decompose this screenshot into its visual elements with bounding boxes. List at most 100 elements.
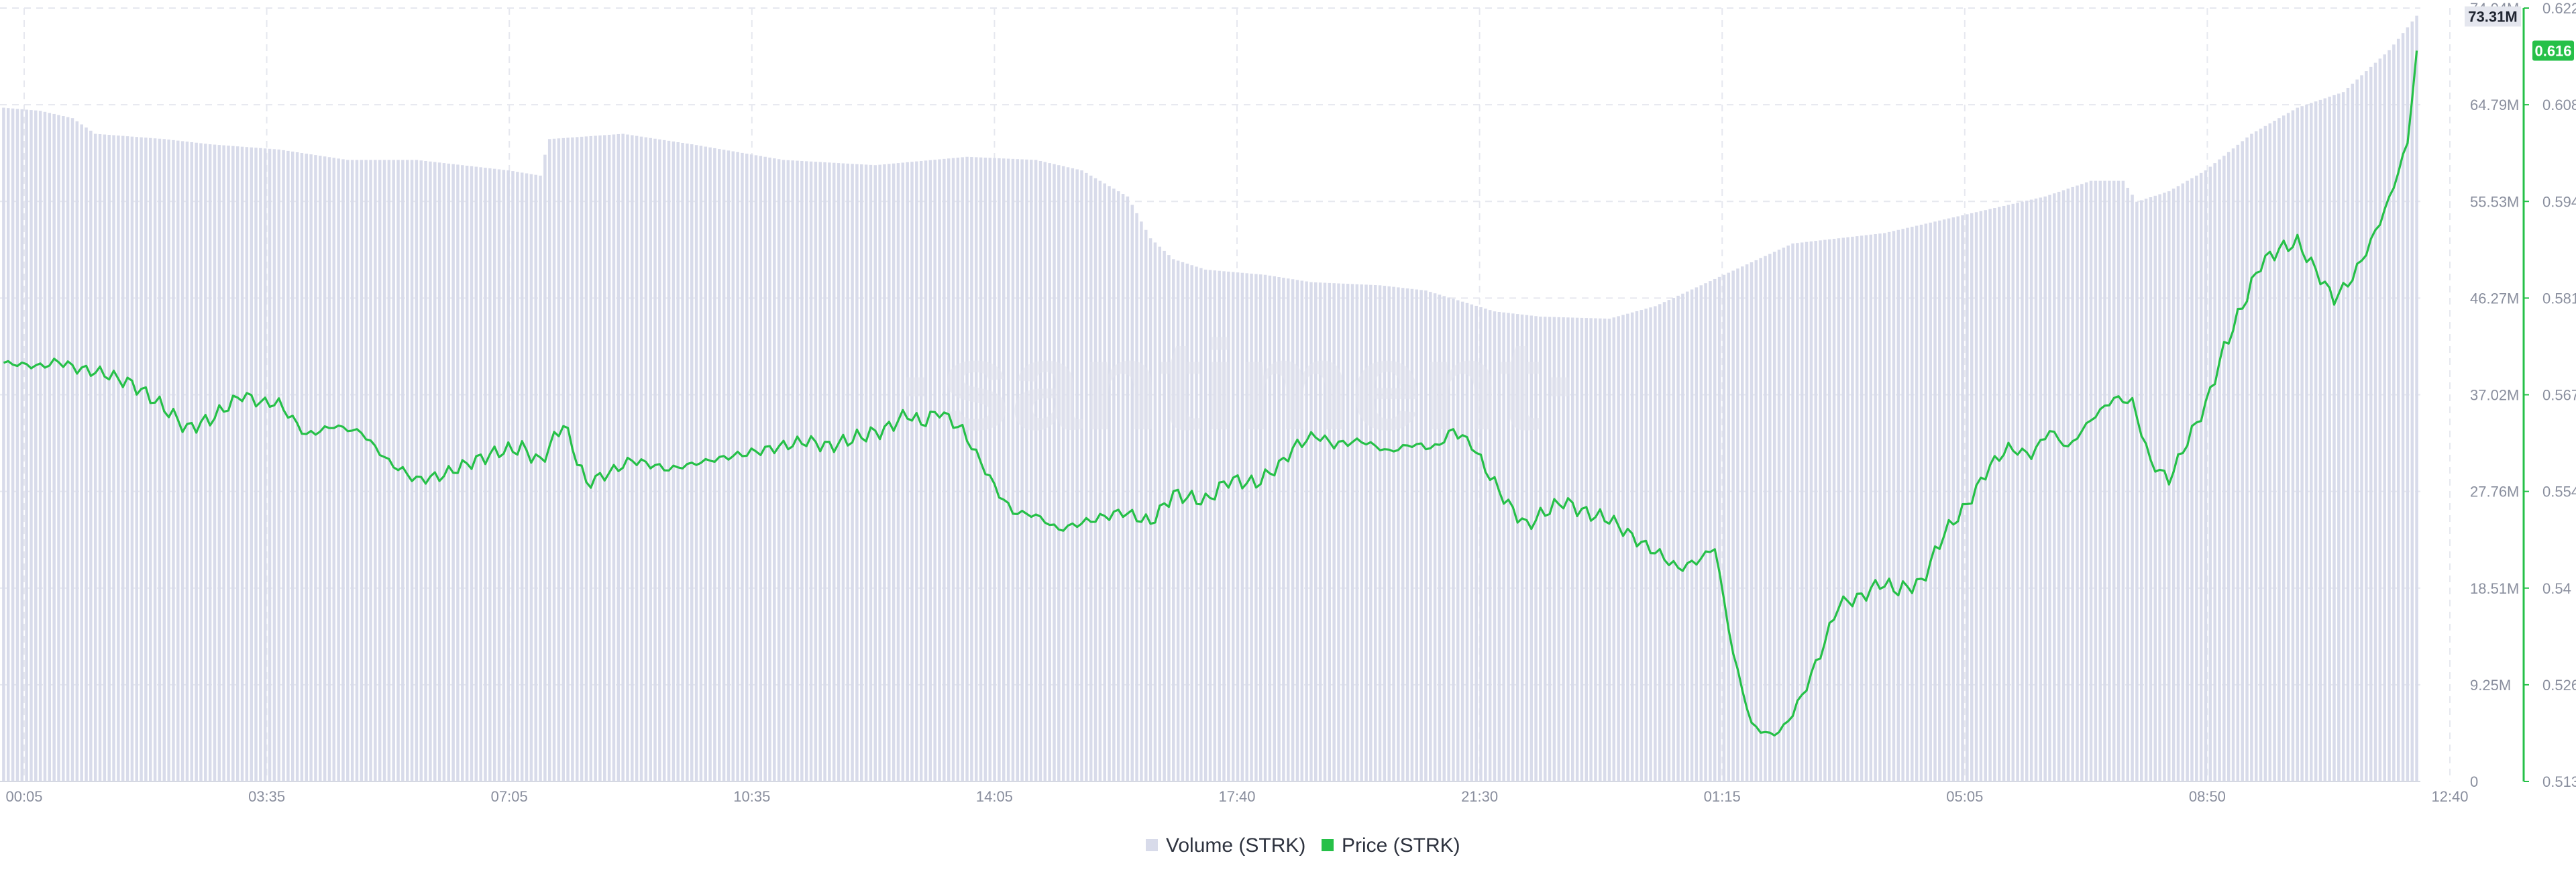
volume-bar (121, 135, 125, 782)
volume-bar (2011, 203, 2015, 782)
volume-bar (1460, 301, 1464, 781)
volume-bar (1383, 286, 1387, 782)
volume-bar (1805, 241, 1809, 781)
volume-bar (1016, 159, 1020, 781)
volume-bar (415, 160, 419, 781)
volume-bar (2222, 156, 2226, 781)
volume-bar (167, 140, 170, 781)
volume-bar (1974, 212, 1978, 781)
volume-bar (1942, 219, 1946, 781)
volume-bar (1254, 274, 1258, 781)
volume-bar (1713, 278, 1717, 781)
volume-bar (1548, 317, 1552, 781)
volume-bar (1786, 246, 1790, 781)
volume-bar (2415, 15, 2418, 781)
legend-item-volume-swatch (1146, 839, 1158, 851)
volume-bar (1534, 316, 1538, 781)
volume-bar (818, 162, 822, 782)
volume-bar (543, 154, 547, 781)
volume-tick-label: 37.02M (2470, 387, 2519, 404)
volume-bar (117, 135, 120, 782)
volume-bar (2351, 83, 2355, 781)
volume-bar (1452, 298, 1455, 781)
volume-bar (1529, 315, 1533, 782)
volume-bar (534, 174, 537, 781)
volume-bar (93, 133, 97, 782)
volume-bar (841, 163, 845, 782)
volume-bar (1961, 215, 1964, 782)
x-tick-label: 21:30 (1461, 788, 1498, 805)
volume-bar (2410, 21, 2414, 782)
volume-bar (2186, 180, 2189, 781)
volume-bar (1098, 180, 1102, 781)
volume-bar (140, 137, 143, 781)
volume-bar (2176, 186, 2180, 781)
volume-bar (1030, 160, 1033, 781)
volume-tick-label: 27.76M (2470, 484, 2519, 500)
volume-bar (2360, 75, 2363, 781)
volume-bar (1085, 172, 1088, 781)
volume-bar (1350, 284, 1354, 781)
volume-bar (1654, 306, 1657, 781)
volume-bar (1594, 318, 1597, 781)
volume-bar (1387, 286, 1391, 781)
volume-bar (405, 160, 409, 781)
volume-bar (1741, 266, 1744, 781)
volume-bar (832, 162, 836, 781)
volume-bar (2171, 188, 2176, 781)
volume-bar (1662, 302, 1666, 782)
volume-bar (2140, 200, 2143, 781)
volume-bar (2043, 196, 2047, 781)
volume-bar (1979, 211, 1983, 782)
volume-bar (305, 154, 309, 781)
volume-bar (1479, 307, 1483, 781)
volume-bar (1213, 270, 1217, 781)
volume-bar (1933, 221, 1937, 781)
volume-bar (2034, 199, 2038, 781)
volume-bar (424, 160, 427, 782)
volume-bar (2273, 121, 2276, 781)
volume-bar (1488, 310, 1492, 781)
volume-bar (924, 160, 928, 782)
volume-bar (1768, 254, 1772, 782)
x-tick-label: 01:15 (1704, 788, 1741, 805)
volume-tick-label: 9.25M (2470, 677, 2511, 694)
volume-bar (38, 111, 42, 782)
volume-bar (1002, 158, 1006, 781)
volume-tick-label: 64.79M (2470, 97, 2519, 113)
volume-bar (749, 154, 753, 781)
volume-bar (892, 163, 896, 782)
volume-bar (30, 110, 33, 781)
volume-bar (1227, 271, 1230, 781)
volume-bar (754, 155, 758, 782)
x-tick-label: 07:05 (491, 788, 528, 805)
volume-bar (1754, 260, 1758, 781)
volume-bar (2181, 183, 2185, 782)
volume-bar (547, 139, 551, 781)
volume-bar (525, 173, 529, 781)
volume-bar (2236, 144, 2240, 782)
price-line (3, 50, 2418, 737)
volume-bar (768, 157, 771, 782)
volume-bar (346, 160, 350, 781)
volume-bar (240, 146, 244, 781)
volume-bar (1240, 272, 1244, 782)
volume-bar (2066, 188, 2070, 781)
volume-bar (437, 162, 441, 781)
volume-bar (828, 162, 831, 781)
volume-bar (1034, 160, 1038, 781)
legend[interactable]: Volume (STRK) Price (STRK) (1146, 834, 1460, 857)
volume-bar (2231, 148, 2235, 782)
volume-bar (103, 134, 107, 781)
volume-bar (2131, 195, 2134, 782)
volume-bar (180, 141, 184, 781)
volume-bar (1429, 292, 1432, 781)
volume-bar (2006, 205, 2010, 781)
volume-bar (1851, 236, 1854, 781)
volume-bar (1736, 268, 1739, 781)
volume-bar (1108, 186, 1111, 781)
volume-bar (1158, 246, 1162, 781)
volume-bar (2195, 175, 2198, 781)
volume-bar (1998, 207, 2001, 781)
volume-bar (1676, 295, 1680, 781)
